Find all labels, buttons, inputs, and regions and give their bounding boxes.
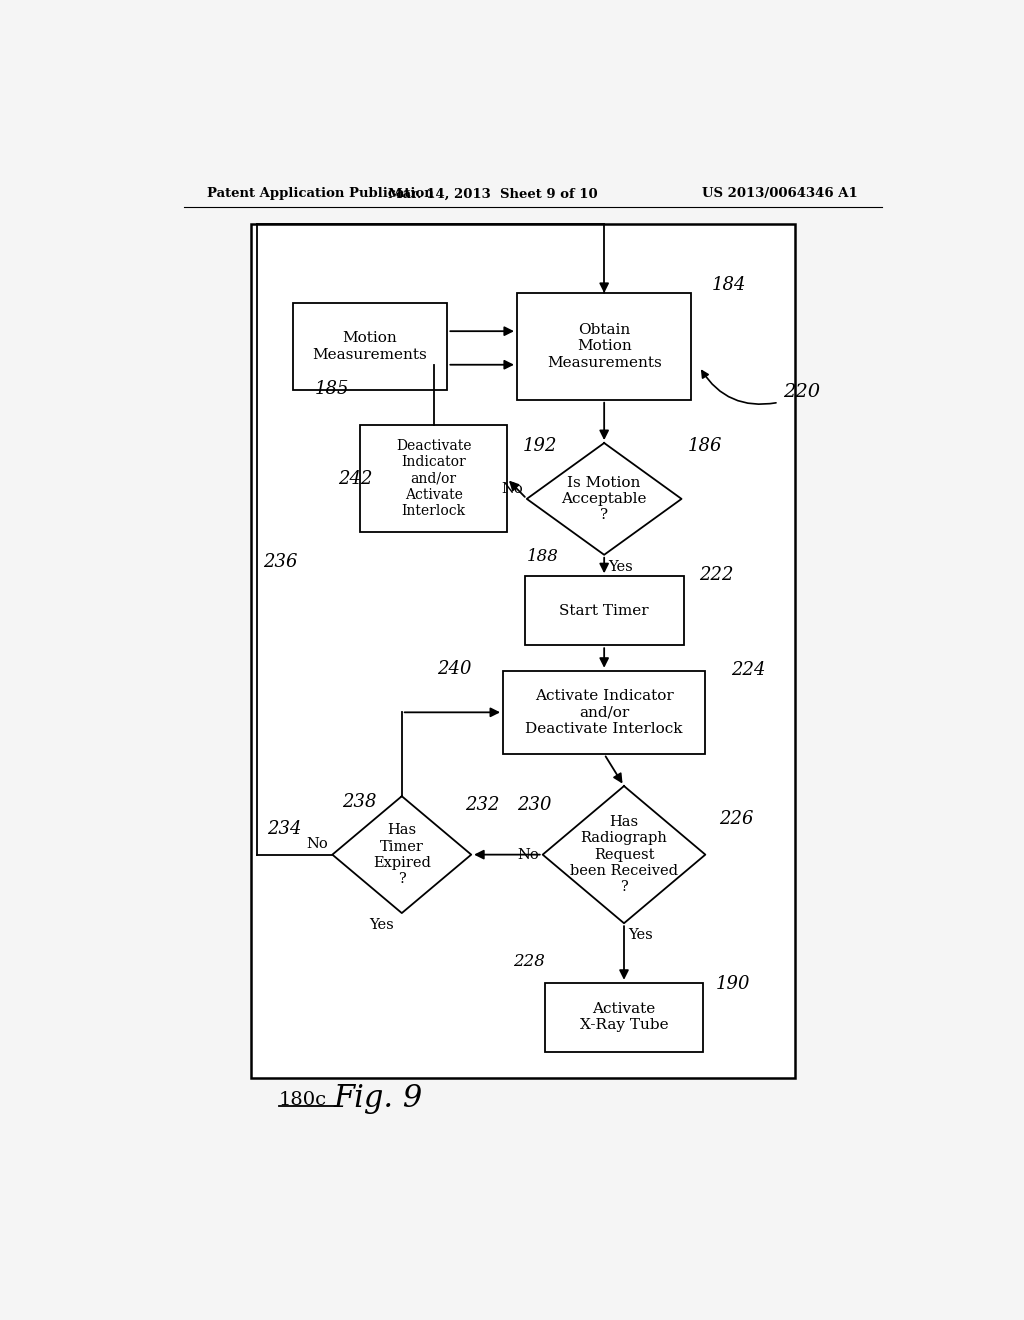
Polygon shape [526, 444, 682, 554]
Text: 242: 242 [338, 470, 373, 487]
Text: 192: 192 [522, 437, 557, 455]
Text: 188: 188 [526, 548, 558, 565]
Text: US 2013/0064346 A1: US 2013/0064346 A1 [702, 187, 858, 201]
Text: Fig. 9: Fig. 9 [334, 1084, 423, 1114]
Text: 238: 238 [342, 793, 377, 810]
Text: 220: 220 [782, 383, 820, 401]
Polygon shape [543, 785, 706, 923]
Text: Is Motion
Acceptable
?: Is Motion Acceptable ? [561, 475, 647, 523]
Text: Start Timer: Start Timer [559, 603, 649, 618]
Text: 236: 236 [263, 553, 297, 572]
Text: 185: 185 [314, 380, 349, 399]
Text: 180c: 180c [279, 1090, 327, 1109]
Text: 234: 234 [267, 820, 301, 838]
Text: No: No [517, 847, 539, 862]
Text: Yes: Yes [369, 919, 394, 932]
Text: No: No [501, 482, 523, 496]
Text: Has
Timer
Expired
?: Has Timer Expired ? [373, 824, 431, 886]
Polygon shape [333, 796, 471, 913]
Text: 230: 230 [517, 796, 551, 814]
Text: 184: 184 [712, 276, 745, 294]
Text: 190: 190 [715, 974, 750, 993]
Text: Yes: Yes [608, 560, 633, 574]
Text: Yes: Yes [628, 928, 652, 942]
Text: Patent Application Publication: Patent Application Publication [207, 187, 434, 201]
Text: Activate
X-Ray Tube: Activate X-Ray Tube [580, 1002, 669, 1032]
Text: 186: 186 [687, 437, 722, 455]
Text: 240: 240 [437, 660, 472, 677]
Text: Activate Indicator
and/or
Deactivate Interlock: Activate Indicator and/or Deactivate Int… [525, 689, 683, 735]
FancyBboxPatch shape [545, 982, 703, 1052]
Text: Obtain
Motion
Measurements: Obtain Motion Measurements [547, 323, 662, 370]
Text: 228: 228 [513, 953, 545, 970]
Text: Has
Radiograph
Request
been Received
?: Has Radiograph Request been Received ? [570, 816, 678, 894]
Text: 222: 222 [699, 566, 734, 585]
Text: No: No [306, 837, 329, 851]
Text: Motion
Measurements: Motion Measurements [312, 331, 427, 362]
Text: Mar. 14, 2013  Sheet 9 of 10: Mar. 14, 2013 Sheet 9 of 10 [388, 187, 598, 201]
Text: 232: 232 [465, 796, 500, 814]
FancyBboxPatch shape [517, 293, 691, 400]
Text: 224: 224 [731, 660, 766, 678]
Text: 226: 226 [719, 810, 754, 828]
FancyBboxPatch shape [360, 425, 507, 532]
FancyBboxPatch shape [293, 304, 447, 389]
FancyBboxPatch shape [503, 671, 706, 754]
FancyBboxPatch shape [524, 576, 684, 645]
FancyBboxPatch shape [251, 224, 795, 1078]
Text: Deactivate
Indicator
and/or
Activate
Interlock: Deactivate Indicator and/or Activate Int… [396, 440, 471, 517]
